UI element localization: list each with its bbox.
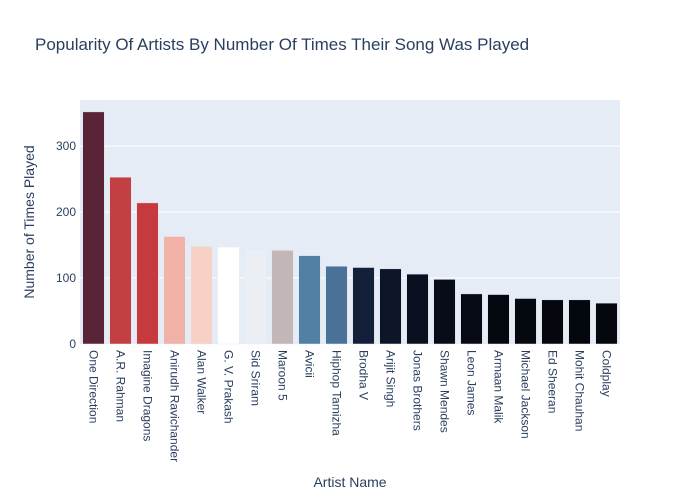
x-tick-label: Sid Sriram: [249, 350, 263, 406]
bar: [595, 302, 618, 345]
bar: [541, 299, 564, 345]
x-tick-label: A.R. Rahman: [114, 350, 128, 422]
bar: [271, 250, 294, 345]
x-tick-label: Ed Sheeran: [546, 350, 560, 413]
x-tick-label: Imagine Dragons: [141, 350, 155, 441]
bar: [298, 255, 321, 345]
x-tick-labels: One Direction A.R. Rahman Imagine Dragons A…: [87, 350, 614, 462]
x-tick-label: Brodha V: [357, 350, 371, 400]
bar: [163, 236, 186, 345]
bar: [379, 268, 402, 345]
bar: [217, 246, 240, 345]
bar: [487, 294, 510, 345]
x-tick-label: Arijit Singh: [384, 350, 398, 407]
y-tick-label: 100: [56, 271, 76, 285]
x-tick-label: Mohit Chauhan: [573, 350, 587, 431]
x-tick-label: G. V. Prakash: [222, 350, 236, 424]
x-tick-label: Avicii: [303, 350, 317, 378]
y-tick-label: 200: [56, 205, 76, 219]
y-axis-title: Number of Times Played: [21, 145, 37, 298]
bars: [82, 111, 618, 345]
x-tick-label: Coldplay: [600, 350, 614, 397]
bar: [514, 298, 537, 345]
x-tick-label: Armaan Malik: [492, 350, 506, 424]
x-tick-label: Shawn Mendes: [438, 350, 452, 433]
x-tick-label: One Direction: [87, 350, 101, 423]
bar: [433, 279, 456, 345]
plot-area: [80, 100, 620, 344]
x-tick-label: Leon James: [465, 350, 479, 415]
bar: [190, 246, 213, 345]
bar: [109, 176, 132, 345]
bar: [352, 267, 375, 345]
bar: [568, 299, 591, 345]
x-tick-label: Hiphop Tamizha: [330, 350, 344, 436]
chart-title: Popularity Of Artists By Number Of Times…: [35, 35, 529, 54]
x-tick-label: Anirudh Ravichander: [168, 350, 182, 462]
x-tick-label: Maroon 5: [276, 350, 290, 401]
bar: [136, 202, 159, 345]
x-tick-label: Alan Walker: [195, 350, 209, 414]
bar: [460, 293, 483, 345]
bar: [406, 273, 429, 345]
y-tick-labels: 0 100 200 300: [56, 139, 76, 351]
x-axis-title: Artist Name: [313, 474, 386, 490]
bar: [244, 249, 267, 345]
y-tick-label: 300: [56, 139, 76, 153]
x-tick-label: Michael Jackson: [519, 350, 533, 439]
bar: [82, 111, 105, 345]
bar: [325, 265, 348, 345]
y-tick-label: 0: [69, 337, 76, 351]
x-tick-label: Jonas Brothers: [411, 350, 425, 431]
